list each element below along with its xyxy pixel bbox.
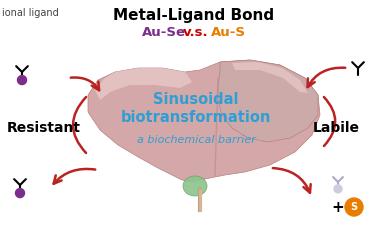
Text: Sinusoidal
biotransformation: Sinusoidal biotransformation [121, 92, 271, 125]
Text: Metal-Ligand Bond: Metal-Ligand Bond [114, 8, 274, 23]
Circle shape [15, 189, 24, 198]
Text: a biochemical barrier: a biochemical barrier [136, 135, 255, 145]
Polygon shape [218, 60, 318, 142]
Polygon shape [95, 68, 192, 100]
Text: S: S [350, 202, 358, 212]
Text: Au-Se: Au-Se [142, 26, 186, 39]
Text: v.s.: v.s. [183, 26, 209, 39]
Circle shape [334, 185, 342, 193]
Text: Au-S: Au-S [211, 26, 246, 39]
Text: ional ligand: ional ligand [2, 8, 59, 18]
Text: Labile: Labile [312, 121, 359, 135]
Polygon shape [88, 60, 320, 182]
Ellipse shape [183, 176, 207, 196]
Circle shape [18, 76, 26, 84]
Polygon shape [232, 62, 308, 93]
Text: +: + [332, 199, 344, 215]
Text: Resistant: Resistant [7, 121, 81, 135]
Circle shape [345, 198, 363, 216]
